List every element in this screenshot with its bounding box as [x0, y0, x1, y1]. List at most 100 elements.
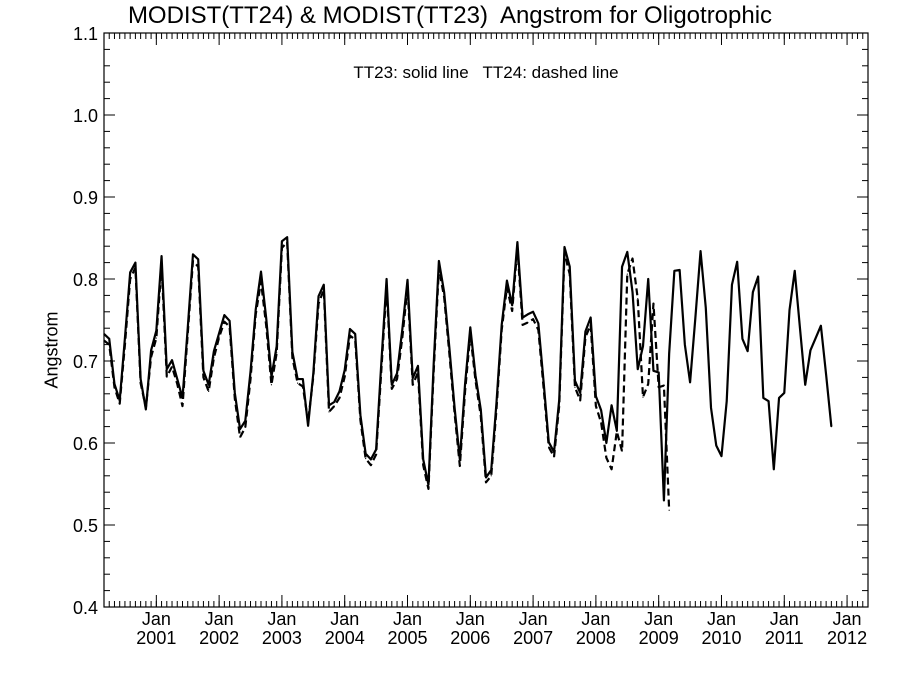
data-point-tt23 — [375, 448, 377, 451]
series-line-tt23 — [103, 236, 833, 502]
data-point-tt23 — [113, 383, 116, 385]
data-point-tt24 — [522, 324, 524, 326]
data-point-tt23 — [506, 280, 508, 282]
data-point-tt24 — [427, 488, 430, 490]
data-point-tt23 — [631, 291, 634, 293]
axis-ticks: 0.40.50.60.70.80.91.01.1Jan2001Jan2002Ja… — [73, 24, 868, 648]
data-point-tt23 — [579, 392, 581, 394]
data-point-tt23 — [124, 337, 126, 339]
data-point-tt24 — [166, 375, 168, 378]
x-tick-label-month: Jan — [456, 609, 485, 629]
x-tick-label-month: Jan — [142, 609, 171, 629]
data-point-tt24 — [239, 436, 241, 438]
data-point-tt23 — [338, 390, 341, 392]
data-point-tt23 — [621, 266, 623, 268]
data-point-tt23 — [328, 404, 330, 406]
data-point-tt23 — [480, 408, 482, 410]
data-point-tt23 — [726, 400, 728, 402]
data-point-tt23 — [637, 368, 639, 370]
data-point-tt23 — [228, 320, 231, 322]
data-point-tt23 — [537, 322, 539, 324]
data-point-tt23 — [652, 370, 655, 372]
data-point-tt23 — [103, 333, 105, 335]
data-point-tt24 — [605, 457, 607, 459]
data-point-tt23 — [276, 345, 278, 347]
data-point-tt23 — [281, 240, 283, 242]
data-point-tt23 — [474, 375, 477, 377]
data-point-tt24 — [610, 468, 613, 470]
data-point-tt23 — [767, 400, 770, 402]
data-point-tt24 — [119, 403, 121, 405]
data-point-tt23 — [773, 468, 775, 470]
data-point-tt23 — [317, 295, 320, 297]
chart-title: MODIST(TT24) & MODIST(TT23) Angstrom for… — [127, 2, 773, 29]
data-point-tt24 — [155, 337, 157, 339]
data-point-tt23 — [344, 369, 346, 371]
data-point-tt23 — [422, 458, 424, 460]
data-point-tt23 — [323, 284, 325, 286]
x-tick-label-month: Jan — [267, 609, 296, 629]
x-tick-label-month: Jan — [330, 609, 359, 629]
x-tick-label-year: 2008 — [576, 628, 616, 648]
data-point-tt23 — [741, 338, 744, 340]
data-point-tt23 — [590, 316, 592, 319]
data-point-tt23 — [223, 314, 225, 316]
data-point-tt23 — [208, 384, 210, 386]
data-point-tt23 — [166, 368, 168, 370]
y-axis-label: Angstrom — [41, 311, 62, 389]
x-tick-label-month: Jan — [833, 609, 862, 629]
data-point-tt23 — [333, 401, 335, 403]
data-point-tt24 — [532, 318, 534, 320]
data-point-tt23 — [584, 330, 587, 333]
data-point-tt23 — [239, 428, 241, 430]
data-point-tt23 — [464, 383, 466, 385]
data-point-tt23 — [244, 420, 246, 422]
series-tt23 — [103, 236, 833, 502]
data-point-tt23 — [171, 359, 173, 361]
data-point-tt23 — [469, 326, 471, 328]
data-point-tt24 — [328, 411, 330, 413]
data-point-tt23 — [438, 260, 440, 262]
data-point-tt23 — [218, 332, 220, 334]
data-point-tt23 — [830, 426, 832, 428]
data-point-tt23 — [522, 316, 524, 319]
data-point-tt23 — [354, 333, 356, 335]
data-point-tt24 — [297, 382, 299, 384]
data-point-tt23 — [349, 328, 351, 330]
data-point-tt23 — [626, 251, 628, 253]
data-point-tt24 — [663, 385, 665, 387]
data-point-tt23 — [736, 261, 738, 263]
data-point-tt23 — [454, 407, 456, 409]
data-point-tt24 — [626, 273, 628, 275]
x-tick-label-year: 2010 — [701, 628, 741, 648]
y-tick-label: 1.1 — [73, 24, 98, 44]
data-point-tt24 — [631, 257, 634, 260]
data-point-tt23 — [108, 338, 110, 340]
data-point-tt23 — [647, 278, 649, 280]
data-point-tt24 — [490, 475, 492, 477]
data-point-tt23 — [574, 380, 576, 382]
data-point-tt23 — [160, 255, 163, 257]
data-point-tt23 — [747, 350, 749, 352]
data-point-tt24 — [485, 481, 487, 483]
legend-annotation: TT23: solid line TT24: dashed line — [353, 63, 619, 82]
data-point-tt24 — [621, 450, 623, 452]
data-point-tt23 — [516, 241, 518, 243]
data-point-tt23 — [715, 444, 717, 447]
data-point-tt23 — [448, 347, 450, 349]
y-tick-label: 0.5 — [73, 516, 98, 536]
data-point-tt24 — [338, 397, 341, 399]
data-point-tt23 — [265, 317, 267, 319]
data-point-tt23 — [150, 349, 152, 351]
data-point-tt23 — [129, 271, 131, 274]
data-point-tt23 — [783, 392, 785, 394]
data-point-tt23 — [401, 329, 403, 331]
data-point-tt24 — [600, 421, 602, 424]
data-point-tt23 — [459, 458, 461, 460]
data-point-tt23 — [234, 392, 236, 394]
data-point-tt23 — [427, 484, 430, 486]
data-point-tt23 — [825, 374, 827, 376]
data-point-tt23 — [192, 253, 194, 255]
data-point-tt23 — [799, 327, 801, 329]
